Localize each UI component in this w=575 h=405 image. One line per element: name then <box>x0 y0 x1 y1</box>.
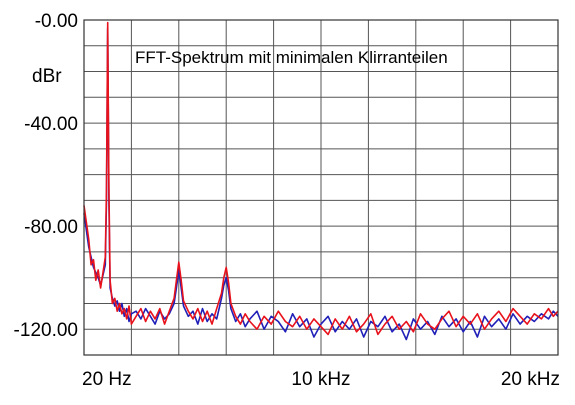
x-tick-labels: 20 Hz 10 kHz 20 kHz <box>82 369 560 390</box>
series-group <box>83 21 559 341</box>
series-line-2 <box>83 21 559 336</box>
plot-border <box>83 19 559 356</box>
y-tick-label: -40.00 <box>24 114 78 135</box>
chart-title: FFT-Spektrum mit minimalen Klirranteilen <box>135 48 448 67</box>
y-tick-label: -80.00 <box>24 217 78 238</box>
x-tick-label: 10 kHz <box>291 369 350 390</box>
y-tick-label: -120.00 <box>14 320 78 341</box>
grid <box>84 20 558 355</box>
y-tick-labels: -0.00 -40.00 -80.00 -120.00 <box>14 11 78 341</box>
x-tick-label: 20 Hz <box>82 369 132 390</box>
y-tick-label: -0.00 <box>35 11 78 32</box>
plot-frame <box>83 19 559 356</box>
x-tick-label: 20 kHz <box>501 369 560 390</box>
y-axis-label: dBr <box>32 66 62 87</box>
